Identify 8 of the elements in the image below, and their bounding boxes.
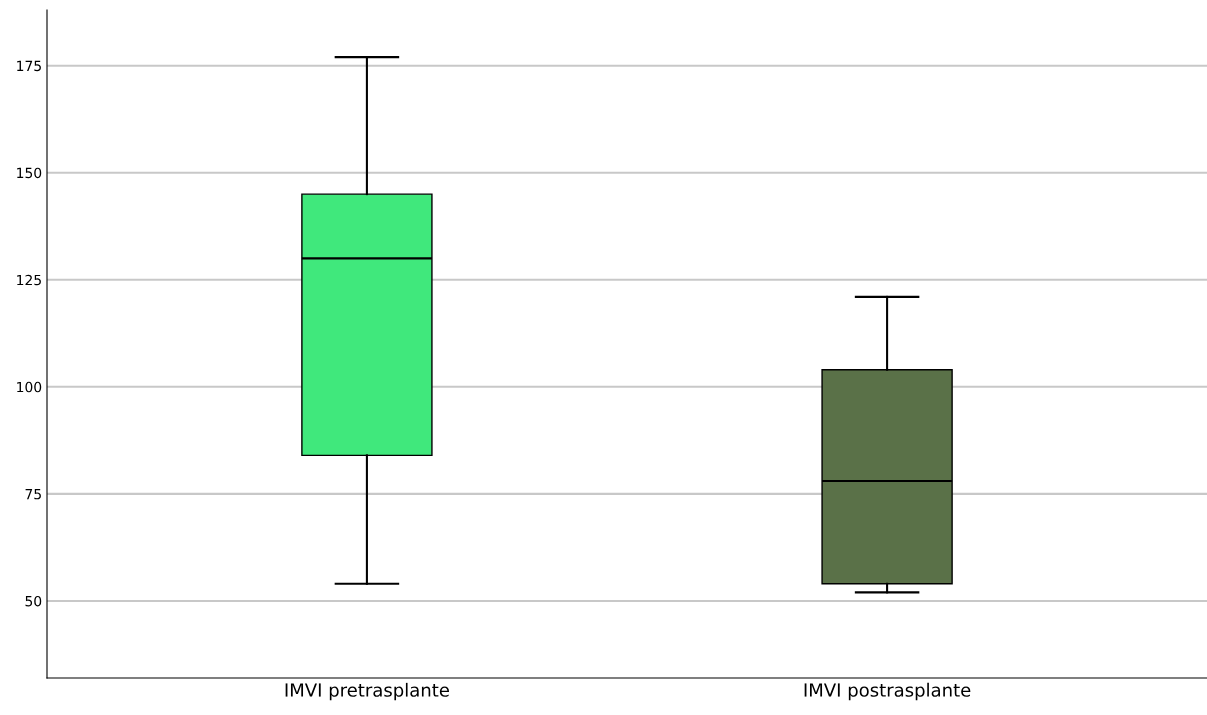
y-tick-label: 175 (17, 60, 41, 72)
y-tick-label: 150 (17, 167, 42, 179)
x-tick-label: IMVI postrasplante (804, 682, 971, 701)
y-tick-label: 75 (25, 489, 41, 500)
x-tick-label: IMVI pretrasplante (285, 682, 449, 701)
y-tick-label: 50 (25, 595, 42, 607)
y-tick-label: 125 (17, 274, 41, 286)
y-tick-label: 100 (17, 381, 42, 393)
